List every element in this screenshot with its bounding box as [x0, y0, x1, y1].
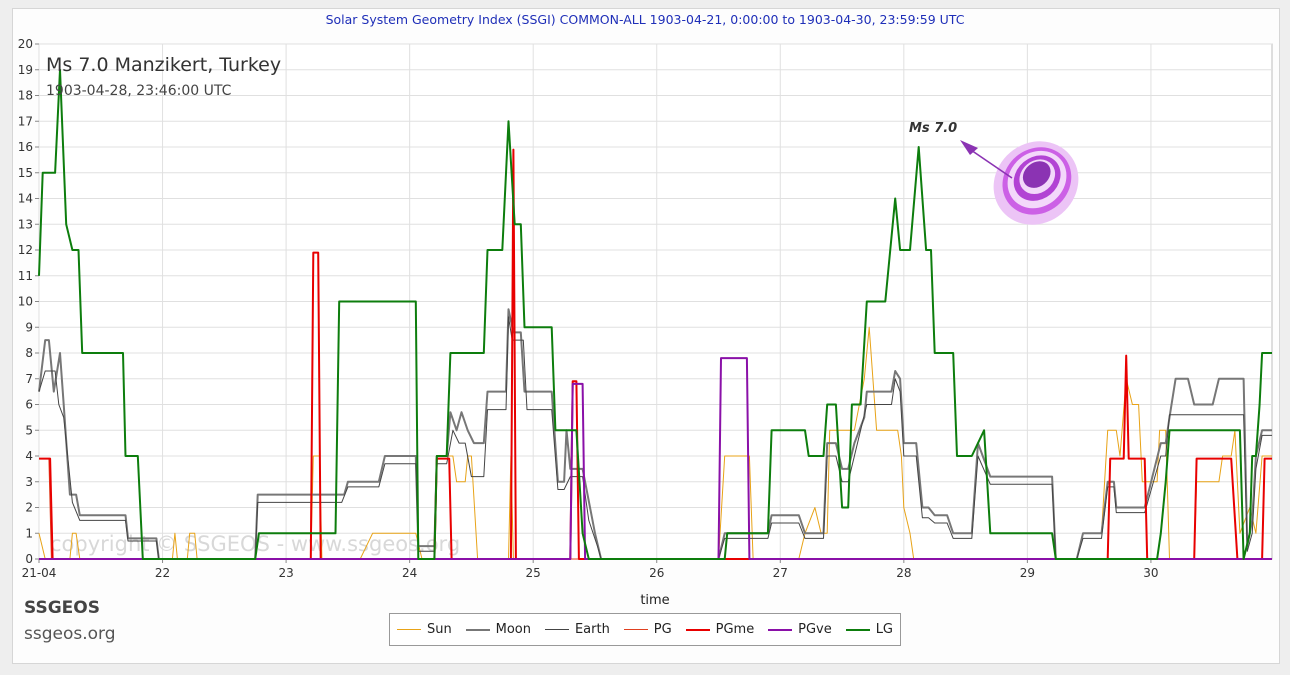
legend-swatch	[685, 628, 710, 631]
x-tick-label: 24	[402, 566, 417, 580]
legend-item-pgme: PGme	[685, 622, 755, 637]
y-tick-label: 4	[25, 449, 33, 463]
legend-label: PGve	[798, 622, 832, 637]
series-line-pgme	[39, 148, 1272, 560]
y-tick-label: 0	[25, 552, 33, 566]
y-tick-label: 2	[25, 501, 33, 515]
legend-item-earth: Earth	[544, 622, 610, 637]
y-tick-label: 20	[18, 37, 33, 51]
y-tick-label: 17	[18, 114, 33, 128]
series-line-earth	[38, 316, 1272, 560]
legend-label: Sun	[426, 622, 452, 637]
earthquake-marker-icon	[960, 140, 1079, 225]
legend-label: Moon	[495, 622, 532, 637]
x-tick-label: 29	[1020, 566, 1035, 580]
y-tick-label: 11	[18, 269, 33, 283]
legend-label: Earth	[574, 622, 610, 637]
legend-item-moon: Moon	[465, 622, 532, 637]
x-tick-label: 30	[1143, 566, 1158, 580]
y-tick-label: 10	[18, 295, 33, 309]
y-tick-label: 9	[25, 320, 33, 334]
y-tick-label: 12	[18, 243, 33, 257]
marker-label: Ms 7.0	[909, 121, 957, 136]
series-lines	[38, 68, 1272, 560]
legend-swatch	[544, 629, 569, 630]
y-tick-label: 13	[18, 217, 33, 231]
y-tick-label: 18	[18, 89, 33, 103]
chart-title: Solar System Geometry Index (SSGI) COMMO…	[325, 12, 965, 27]
x-tick-label: 21-04	[22, 566, 57, 580]
y-tick-label: 3	[25, 475, 33, 489]
legend-item-lg: LG	[845, 622, 894, 637]
site-url: ssgeos.org	[24, 624, 116, 644]
legend-swatch	[768, 628, 793, 631]
x-tick-label: 22	[155, 566, 170, 580]
x-tick-label: 28	[896, 566, 911, 580]
legend-label: LG	[875, 622, 894, 637]
y-tick-label: 16	[18, 140, 33, 154]
legend-label: PGme	[715, 622, 755, 637]
x-tick-label: 27	[773, 566, 788, 580]
x-tick-label: 25	[526, 566, 541, 580]
event-name: Ms 7.0 Manzikert, Turkey	[46, 54, 281, 76]
legend-swatch	[623, 629, 648, 630]
legend-item-pgve: PGve	[768, 622, 832, 637]
y-tick-label: 7	[25, 372, 33, 386]
brand-name: SSGEOS	[24, 598, 100, 618]
y-tick-label: 6	[25, 398, 33, 412]
legend-label: PG	[653, 622, 672, 637]
legend-swatch	[845, 628, 870, 631]
legend: Sun Moon Earth PG PGme PGve LG	[389, 613, 901, 646]
x-tick-label: 23	[278, 566, 293, 580]
grid-lines	[38, 43, 1273, 560]
y-tick-label: 1	[25, 526, 33, 540]
x-tick-label: 26	[649, 566, 664, 580]
legend-item-pg: PG	[623, 622, 672, 637]
legend-swatch	[396, 629, 421, 630]
y-tick-label: 5	[25, 423, 33, 437]
y-tick-label: 15	[18, 166, 33, 180]
legend-item-sun: Sun	[396, 622, 452, 637]
series-line-lg	[38, 68, 1272, 560]
event-time: 1903-04-28, 23:46:00 UTC	[46, 83, 232, 99]
y-tick-label: 8	[25, 346, 33, 360]
y-tick-label: 14	[18, 192, 33, 206]
y-tick-label: 19	[18, 63, 33, 77]
x-axis-label: time	[640, 593, 669, 608]
legend-swatch	[465, 628, 490, 631]
